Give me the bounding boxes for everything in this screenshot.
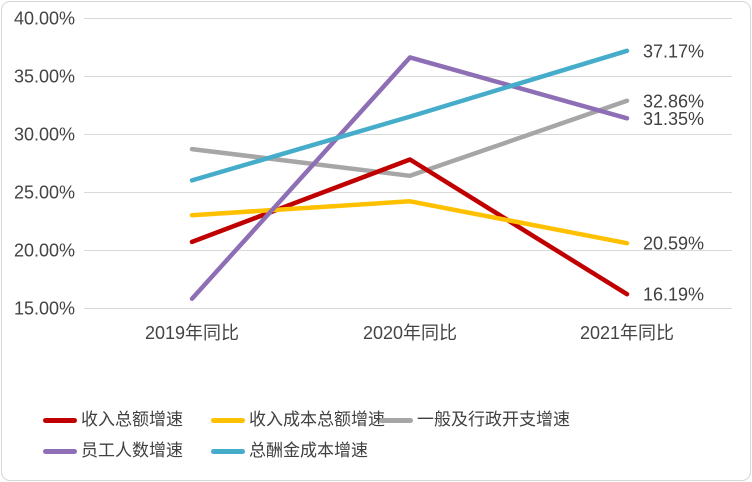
legend-item-1[interactable]: 收入成本总额增速 [211,409,385,431]
chart-legend: 收入总额增速 收入成本总额增速 一般及行政开支增速员工人数增速 总酬金成本增速 [43,409,570,462]
y-axis-tick-3: 25.00% [14,183,75,203]
legend-item-3[interactable]: 员工人数增速 [43,440,211,462]
series-line-4[interactable] [189,48,630,183]
series-line-3[interactable] [189,55,630,301]
y-axis-tick-5: 15.00% [14,299,75,319]
legend-swatch-icon [211,448,245,454]
legend-label: 总酬金成本增速 [249,441,368,460]
data-label-2: 32.86% [643,91,704,111]
legend-item-0[interactable]: 收入总额增速 [43,409,211,431]
legend-swatch-icon [211,417,245,423]
x-axis-label-2: 2021年同比 [580,323,674,343]
legend-label: 收入总额增速 [81,410,183,429]
y-axis-tick-2: 30.00% [14,125,75,145]
data-label-3: 31.35% [643,109,704,129]
legend-label: 员工人数增速 [81,441,183,460]
data-label-0: 16.19% [643,285,704,305]
y-axis-tick-1: 35.00% [14,67,75,87]
legend-swatch-icon [43,448,77,454]
legend-item-2[interactable]: 一般及行政开支增速 [379,409,570,431]
legend-swatch-icon [379,417,413,423]
x-axis-label-0: 2019年同比 [145,323,239,343]
legend-item-4[interactable]: 总酬金成本增速 [211,440,379,462]
data-label-4: 37.17% [643,41,704,61]
legend-swatch-icon [43,417,77,423]
y-axis-tick-0: 40.00% [14,9,75,29]
legend-label: 收入成本总额增速 [249,410,385,429]
x-axis-label-1: 2020年同比 [363,323,457,343]
line-chart-plot-area[interactable]: 40.00% 35.00% 30.00% 25.00% 20.00% 15.00% 2019… [2,2,751,374]
data-label-1: 20.59% [643,234,704,254]
legend-label: 一般及行政开支增速 [417,410,570,429]
series-line-0[interactable] [189,157,630,297]
series-line-1[interactable] [189,199,630,246]
y-axis-tick-4: 20.00% [14,241,75,261]
series-line-2[interactable] [189,98,630,179]
